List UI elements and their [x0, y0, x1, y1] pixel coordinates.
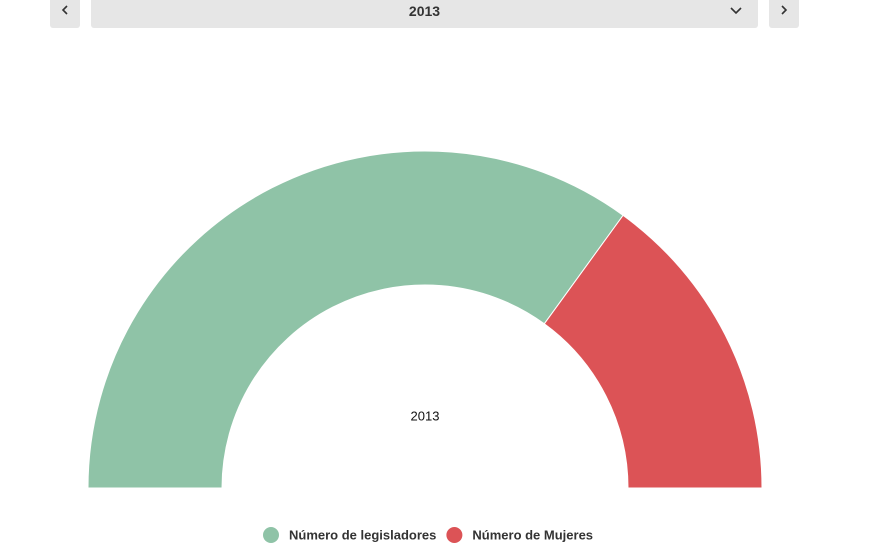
legend-label: Número de Mujeres — [472, 527, 593, 542]
year-select[interactable]: 2013 — [91, 0, 758, 28]
segment — [87, 150, 624, 489]
legend-label: Número de legisladores — [289, 527, 436, 542]
year-select-label: 2013 — [408, 3, 441, 19]
dropdown-icon — [730, 7, 742, 15]
legend-swatch — [263, 527, 279, 543]
prev-icon — [61, 5, 68, 15]
segment — [543, 214, 763, 489]
prev-button[interactable] — [50, 0, 80, 28]
center-label: 2013 — [411, 408, 440, 423]
next-icon — [781, 5, 788, 15]
next-button[interactable] — [769, 0, 799, 28]
legend-swatch — [446, 527, 463, 543]
